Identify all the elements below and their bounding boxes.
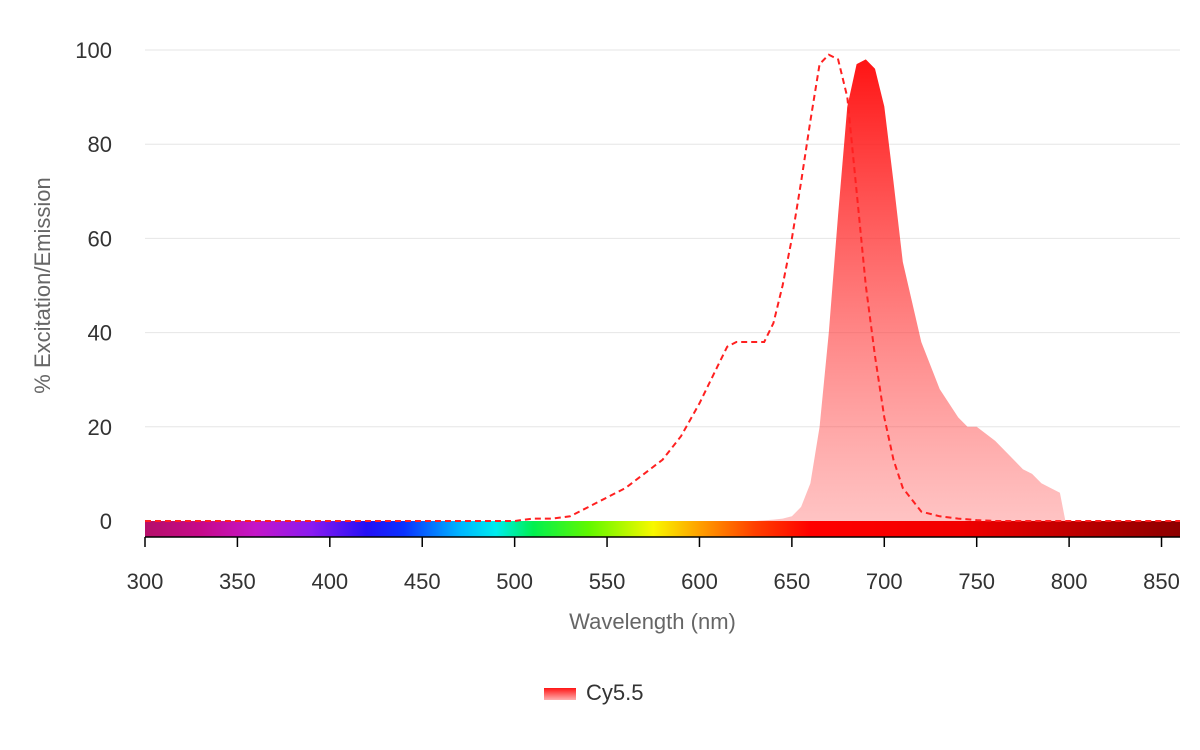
legend-label-cy5-5[interactable]: Cy5.5: [586, 680, 643, 705]
x-tick-label: 750: [958, 569, 995, 594]
x-tick-label: 650: [774, 569, 811, 594]
x-tick-label: 550: [589, 569, 626, 594]
x-tick-label: 800: [1051, 569, 1088, 594]
x-tick-label: 350: [219, 569, 256, 594]
x-axis-title: Wavelength (nm): [569, 609, 736, 634]
x-tick-label: 500: [496, 569, 533, 594]
y-axis-ticks: 0 20 40 60 80 100: [75, 38, 112, 534]
x-tick-label: 300: [127, 569, 164, 594]
y-tick-label: 40: [88, 321, 112, 346]
emission-area-cy5-5[interactable]: [145, 59, 1180, 522]
y-tick-label: 100: [75, 38, 112, 63]
x-tick-label: 850: [1143, 569, 1180, 594]
y-tick-label: 80: [88, 132, 112, 157]
x-axis-ticks: 300 350 400 450 500 550 600 650 700 750 800 850: [127, 537, 1180, 594]
series-layer: [145, 53, 1180, 522]
x-tick-label: 450: [404, 569, 441, 594]
y-tick-label: 60: [88, 226, 112, 251]
x-tick-label: 700: [866, 569, 903, 594]
excitation-line-cy5-5[interactable]: [145, 53, 1180, 522]
legend-swatch-cy5-5[interactable]: [544, 688, 576, 700]
x-tick-label: 600: [681, 569, 718, 594]
y-tick-label: 0: [100, 509, 112, 534]
x-tick-label: 400: [311, 569, 348, 594]
gridlines: [145, 49, 1180, 428]
wavelength-color-bar: [145, 521, 1180, 537]
y-axis-title: % Excitation/Emission: [30, 177, 55, 393]
legend[interactable]: Cy5.5: [544, 680, 643, 705]
y-tick-label: 20: [88, 415, 112, 440]
